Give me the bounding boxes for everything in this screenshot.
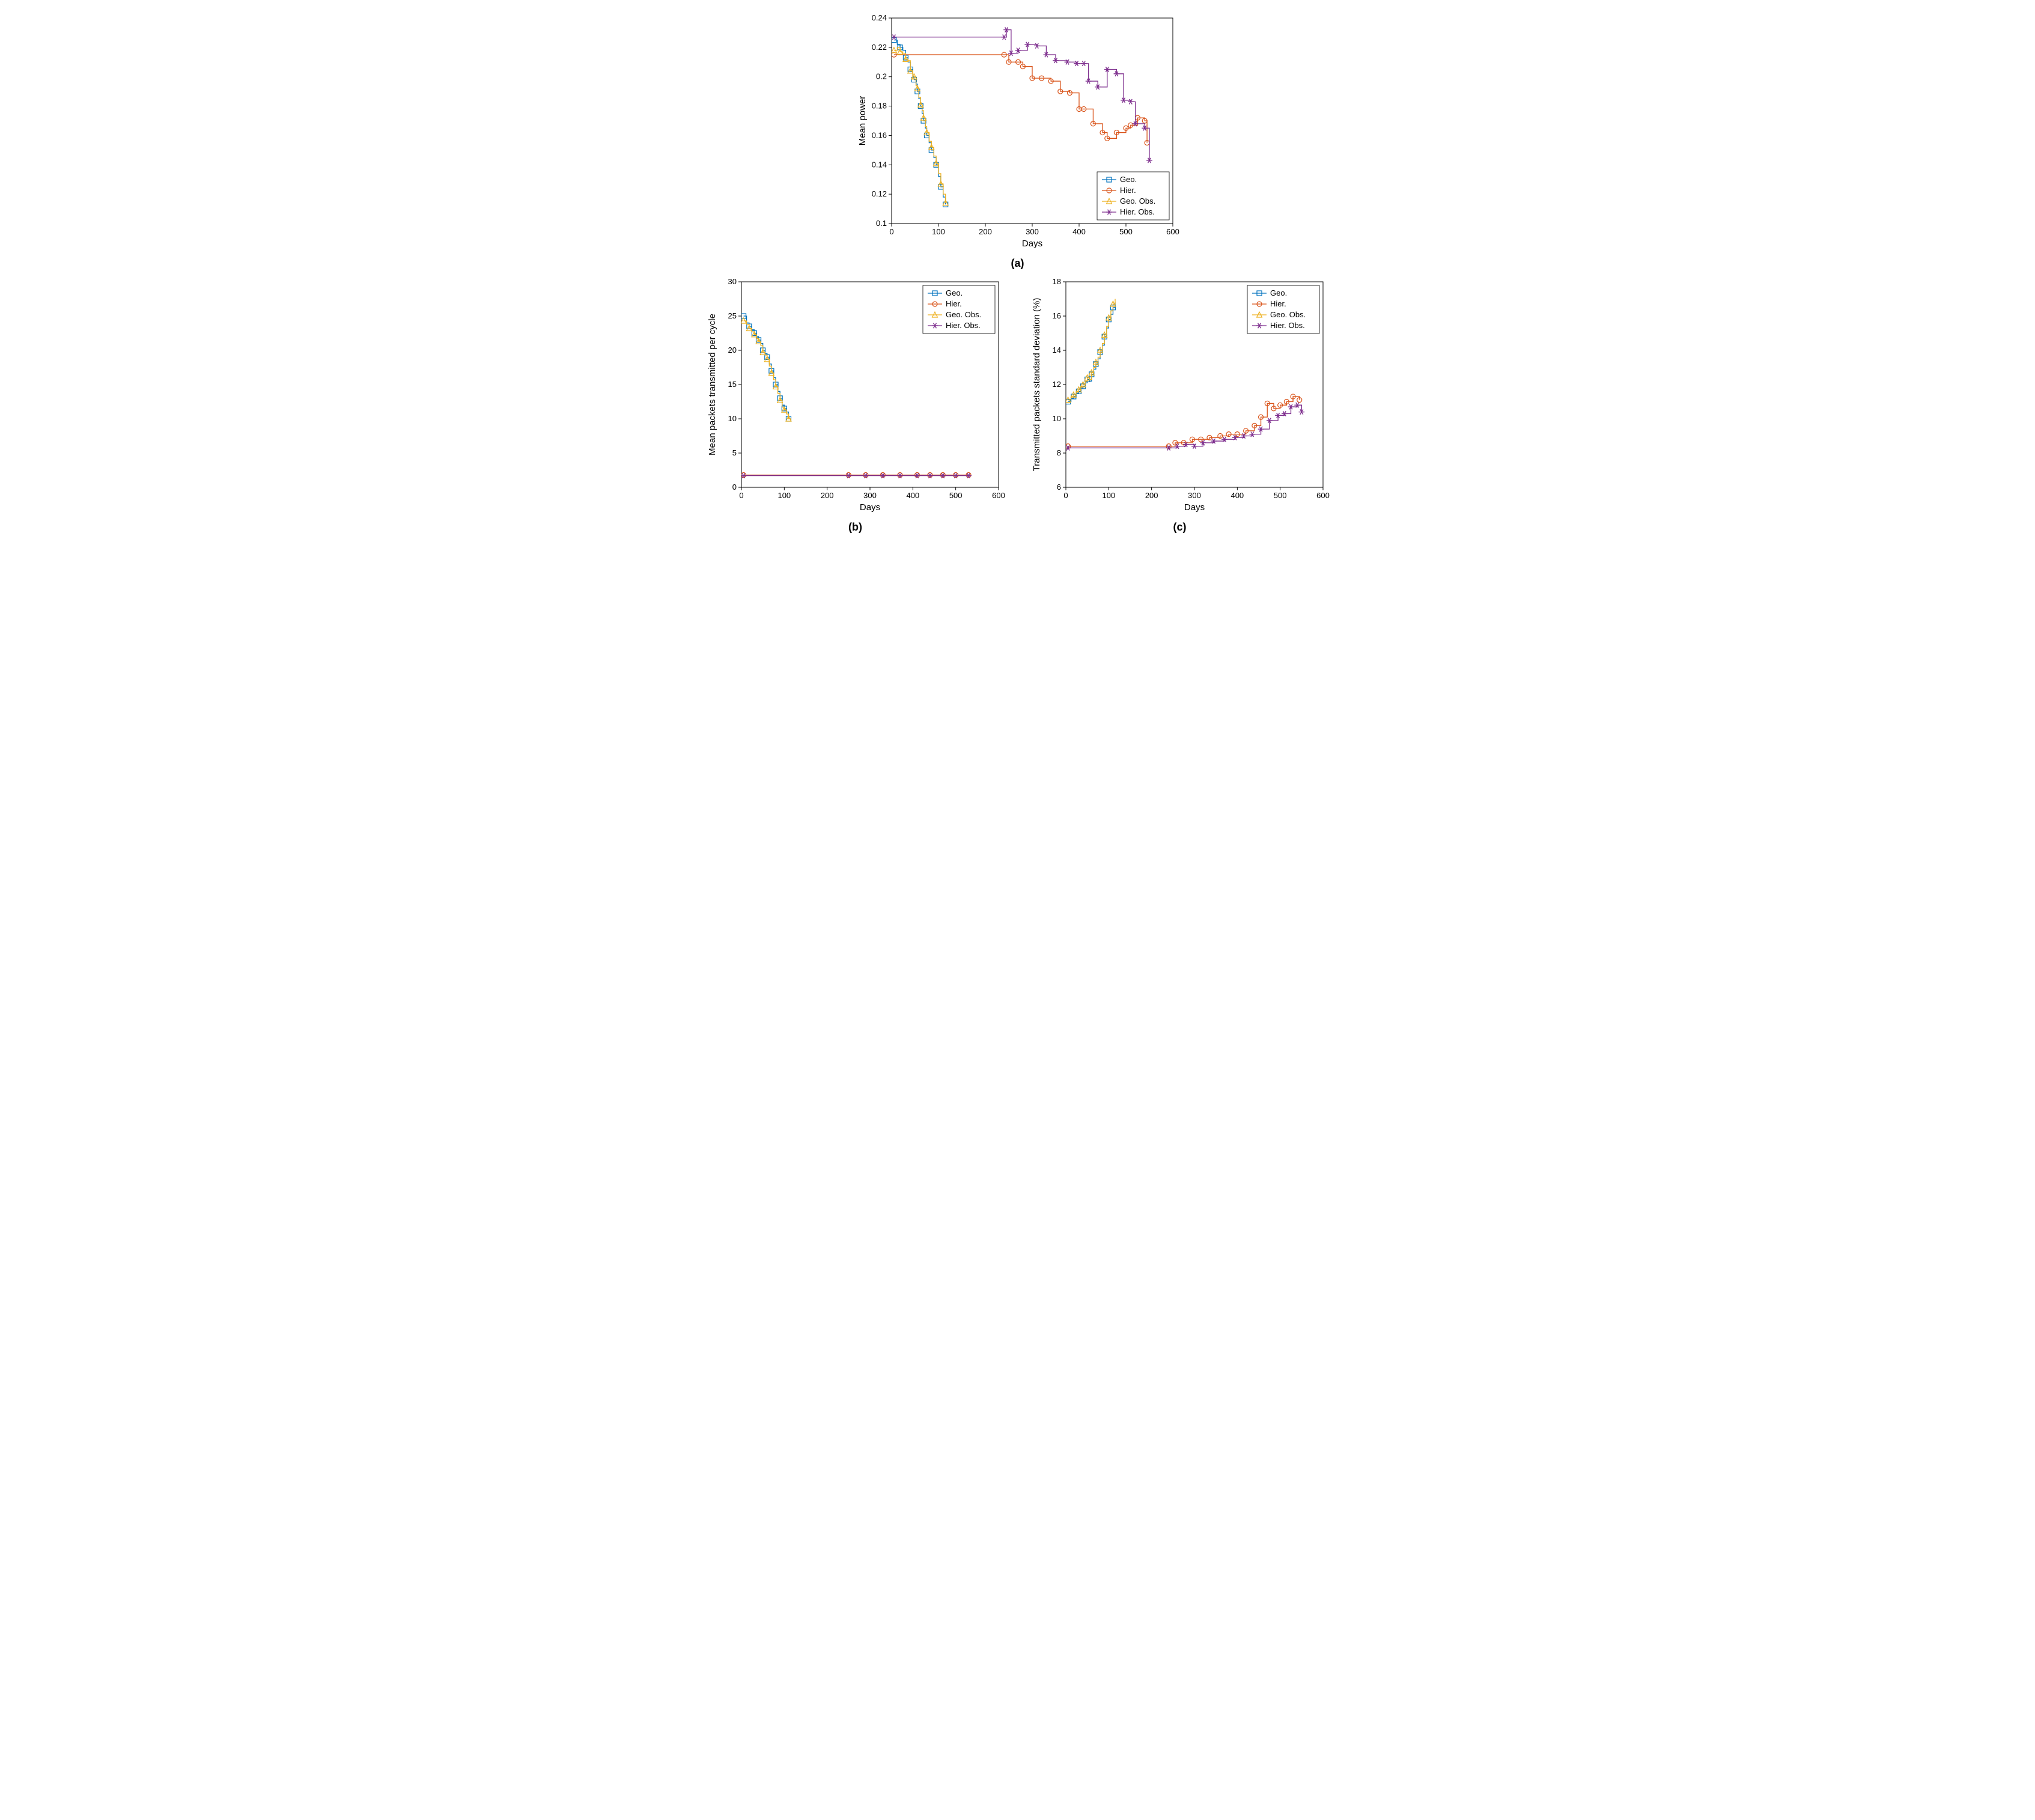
ytick-label: 0: [732, 482, 736, 492]
legend-label-geo: Geo.: [946, 288, 963, 297]
ytick-label: 30: [728, 277, 736, 286]
xtick-label: 0: [889, 227, 893, 236]
legend: Geo. Hier. Geo. Obs. Hier. Obs.: [923, 285, 995, 333]
xtick-label: 600: [1166, 227, 1179, 236]
ytick-label: 0.12: [871, 189, 886, 198]
xtick-label: 100: [932, 227, 945, 236]
legend-label-hier_obs: Hier. Obs.: [1270, 321, 1305, 330]
xlabel: Days: [1184, 502, 1204, 513]
ylabel: Transmitted packets standard deviation (…: [1032, 298, 1042, 472]
ytick-label: 0.16: [871, 130, 886, 139]
ytick-label: 0.2: [875, 72, 886, 81]
ylabel: Mean packets transmitted per cycle: [707, 314, 717, 455]
legend-label-hier: Hier.: [1270, 299, 1286, 308]
chart-c: 0 100 200 300 400 500 600 6 8 10 12 14 16 18 Days Trans…: [1030, 276, 1330, 516]
legend-label-geo_obs: Geo. Obs.: [1270, 310, 1306, 319]
xtick-label: 100: [777, 491, 791, 500]
ytick-label: 8: [1056, 448, 1060, 457]
caption-b: (b): [848, 521, 862, 534]
legend-label-geo_obs: Geo. Obs.: [946, 310, 981, 319]
chart-a: 0 100 200 300 400 500 600 0.1 0.12 0.14 0.16 0.18 0.…: [856, 12, 1180, 252]
panel-a: 0 100 200 300 400 500 600 0.1 0.12 0.14 0.16 0.18 0.…: [856, 12, 1180, 270]
ytick-label: 0.24: [871, 13, 886, 22]
xtick-label: 100: [1102, 491, 1115, 500]
ylabel: Mean power: [857, 96, 868, 146]
ytick-label: 18: [1052, 277, 1060, 286]
xlabel: Days: [1021, 239, 1042, 249]
panel-b: 0 100 200 300 400 500 600 0 5 10 15 20 25 30 Days Mean …: [705, 276, 1006, 534]
xtick-label: 200: [820, 491, 833, 500]
xlabel: Days: [859, 502, 880, 513]
ytick-label: 25: [728, 311, 736, 320]
figure: 01002003004005006000.10.120.140.160.180.…: [699, 12, 1336, 534]
xtick-label: 500: [949, 491, 962, 500]
xtick-label: 500: [1119, 227, 1133, 236]
legend-label-geo: Geo.: [1270, 288, 1287, 297]
chart-b: 0 100 200 300 400 500 600 0 5 10 15 20 25 30 Days Mean …: [705, 276, 1006, 516]
chart-svg: 0 100 200 300 400 500 600 0.1 0.12 0.14 0.16 0.18 0.…: [856, 12, 1180, 252]
xtick-label: 300: [1026, 227, 1039, 236]
legend-label-hier_obs: Hier. Obs.: [1120, 207, 1155, 216]
xtick-label: 200: [1145, 491, 1158, 500]
xtick-label: 400: [906, 491, 919, 500]
xtick-label: 300: [1188, 491, 1201, 500]
legend-label-hier: Hier.: [1120, 186, 1136, 195]
legend-label-hier: Hier.: [946, 299, 962, 308]
panel-c: 0 100 200 300 400 500 600 6 8 10 12 14 16 18 Days Trans…: [1030, 276, 1330, 534]
xtick-label: 300: [863, 491, 877, 500]
xtick-label: 500: [1273, 491, 1286, 500]
legend-label-geo: Geo.: [1120, 175, 1137, 184]
ytick-label: 12: [1052, 380, 1060, 389]
ytick-label: 0.22: [871, 43, 886, 52]
ytick-label: 0.18: [871, 102, 886, 111]
legend: Geo. Hier. Geo. Obs. Hier. Obs.: [1247, 285, 1319, 333]
ytick-label: 16: [1052, 311, 1060, 320]
ytick-label: 5: [732, 448, 736, 457]
ytick-label: 6: [1056, 482, 1060, 492]
ytick-label: 10: [1052, 414, 1060, 423]
xtick-label: 400: [1230, 491, 1244, 500]
chart-svg: 0 100 200 300 400 500 600 0 5 10 15 20 25 30 Days Mean …: [705, 276, 1006, 516]
ytick-label: 10: [728, 414, 736, 423]
ytick-label: 15: [728, 380, 736, 389]
xtick-label: 600: [1316, 491, 1330, 500]
legend: Geo. Hier.Geo. Obs. Hier. Obs.: [1097, 172, 1169, 220]
xtick-label: 0: [1063, 491, 1068, 500]
caption-a: (a): [1011, 257, 1024, 270]
legend-label-hier_obs: Hier. Obs.: [946, 321, 981, 330]
caption-c: (c): [1173, 521, 1187, 534]
xtick-label: 0: [739, 491, 743, 500]
chart-svg: 0 100 200 300 400 500 600 6 8 10 12 14 16 18 Days Trans…: [1030, 276, 1330, 516]
xtick-label: 600: [992, 491, 1005, 500]
ytick-label: 0.1: [875, 219, 886, 228]
ytick-label: 14: [1052, 345, 1060, 355]
xtick-label: 400: [1072, 227, 1086, 236]
ytick-label: 20: [728, 345, 736, 355]
xtick-label: 200: [979, 227, 992, 236]
legend-label-geo_obs: Geo. Obs.: [1120, 196, 1155, 205]
ytick-label: 0.14: [871, 160, 886, 169]
